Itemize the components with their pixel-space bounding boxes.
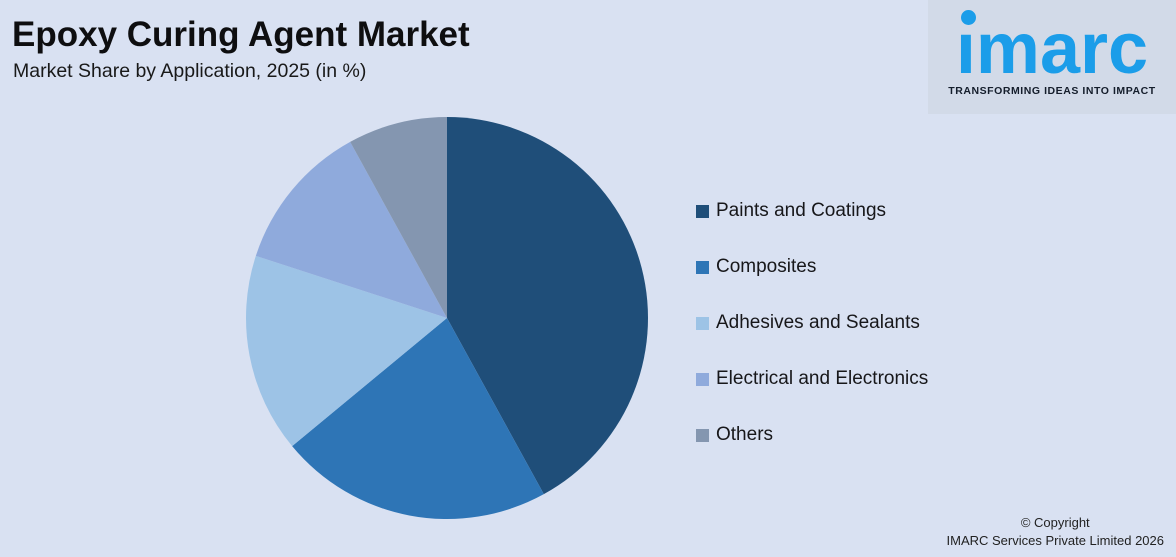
legend-label: Others <box>716 424 774 445</box>
legend-item-composites: Composites <box>696 255 928 279</box>
page-title: Epoxy Curing Agent Market <box>12 15 470 54</box>
pie-chart <box>246 117 649 519</box>
logo-tagline: TRANSFORMING IDEAS INTO IMPACT <box>948 85 1156 98</box>
pie-slice-electrical-and-electronics <box>255 141 447 318</box>
legend-swatch-icon <box>696 204 709 218</box>
legend-swatch-icon <box>696 316 709 330</box>
legend-item-paints-and-coatings: Paints and Coatings <box>696 199 928 223</box>
legend-swatch-icon <box>696 260 709 274</box>
legend-swatch-icon <box>696 428 709 442</box>
page-subtitle: Market Share by Application, 2025 (in %) <box>13 60 367 82</box>
imarc-wordmark: ımarc <box>956 4 1148 85</box>
legend-item-electrical-and-electronics: Electrical and Electronics <box>696 367 928 391</box>
legend-item-adhesives-and-sealants: Adhesives and Sealants <box>696 311 928 335</box>
legend-item-others: Others <box>696 423 928 447</box>
legend-label: Paints and Coatings <box>716 200 887 221</box>
pie-slice-others <box>350 117 447 318</box>
logo-brand-text: ımarc <box>955 9 1149 89</box>
pie-slice-adhesives-and-sealants <box>246 255 447 447</box>
legend-label: Composites <box>716 256 817 277</box>
logo-i-dot-icon <box>960 10 976 25</box>
copyright-line2: IMARC Services Private Limited 2026 <box>946 533 1164 548</box>
pie-slice-composites <box>292 318 544 519</box>
legend-swatch-icon <box>696 372 709 386</box>
pie-slice-paints-and-coatings <box>447 117 649 495</box>
legend-label: Adhesives and Sealants <box>716 312 920 333</box>
imarc-logo: ımarc TRANSFORMING IDEAS INTO IMPACT <box>928 0 1176 114</box>
copyright-line1: © Copyright <box>1020 515 1090 530</box>
legend-label: Electrical and Electronics <box>716 368 929 389</box>
copyright-notice: © Copyright IMARC Services Private Limit… <box>947 514 1164 550</box>
chart-legend: Paints and Coatings Composites Adhesives a… <box>696 199 928 447</box>
